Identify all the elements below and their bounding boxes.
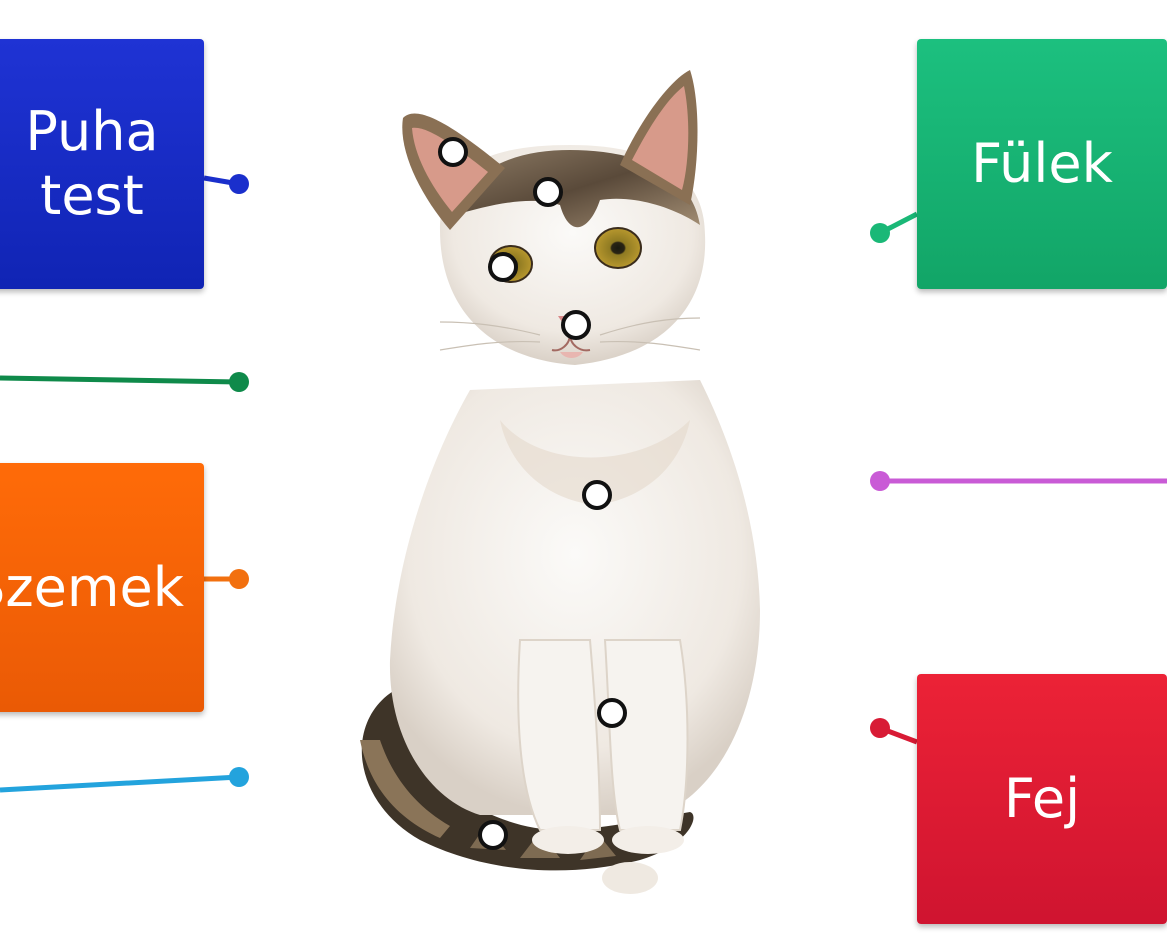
hotspot-chest[interactable] (582, 480, 612, 510)
hotspot-markers[interactable] (438, 137, 627, 850)
connector-anchor-light-blue (229, 767, 249, 787)
hotspot-nose[interactable] (561, 310, 591, 340)
hotspot-forehead[interactable] (533, 177, 563, 207)
hotspot-tail[interactable] (478, 820, 508, 850)
label-box-fej[interactable]: Fej (917, 674, 1167, 924)
label-box-szemek[interactable]: Szemek (0, 463, 204, 712)
cat-front-leg-left (517, 639, 602, 831)
cat-eye-right (594, 227, 642, 269)
hotspot-leg[interactable] (597, 698, 627, 728)
connector-anchor-orange (229, 569, 249, 589)
hotspot-ear-left[interactable] (438, 137, 468, 167)
connector-anchor-green-dark (229, 372, 249, 392)
connector-anchor-green (870, 223, 890, 243)
connector-line-green-dark (0, 375, 240, 385)
connector-lines (0, 174, 1167, 793)
connector-anchor-red (870, 718, 890, 738)
connector-anchor-purple (870, 471, 890, 491)
cat-front-leg-right (603, 639, 689, 831)
label-box-fulek[interactable]: Fülek (917, 39, 1167, 289)
connector-anchor-blue (229, 174, 249, 194)
label-box-puha-test[interactable]: Puha test (0, 39, 204, 289)
hotspot-eye[interactable] (488, 252, 518, 282)
cat-illustration (360, 70, 760, 894)
connector-line-light-blue (0, 774, 240, 793)
